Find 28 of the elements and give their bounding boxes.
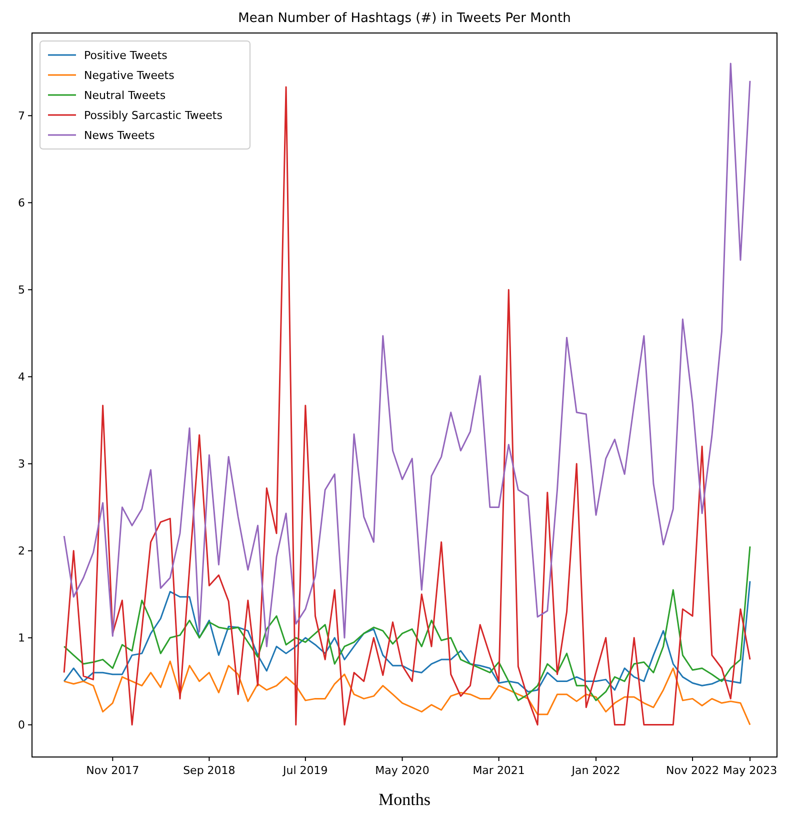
x-tick-label: May 2023 xyxy=(722,764,778,777)
legend-label: Positive Tweets xyxy=(84,48,168,62)
y-tick-label: 3 xyxy=(18,458,25,471)
legend-label: News Tweets xyxy=(84,128,155,142)
line-series xyxy=(63,660,751,726)
line-series xyxy=(63,86,751,726)
y-tick-label: 7 xyxy=(18,110,25,123)
y-tick-label: 2 xyxy=(18,544,25,558)
x-tick-label: Nov 2022 xyxy=(666,764,720,777)
line-series xyxy=(63,580,751,692)
y-tick-label: 6 xyxy=(18,196,25,210)
x-tick-label: Mar 2021 xyxy=(472,764,525,777)
line-series xyxy=(63,546,751,702)
legend-label: Negative Tweets xyxy=(84,68,175,82)
legend-label: Neutral Tweets xyxy=(84,88,166,102)
legend-label: Possibly Sarcastic Tweets xyxy=(84,108,223,122)
x-tick-label: Jan 2022 xyxy=(570,764,620,777)
chart-title: Mean Number of Hashtags (#) in Tweets Per Month xyxy=(238,11,571,26)
x-tick-label: Jul 2019 xyxy=(282,764,328,777)
x-tick-label: Sep 2018 xyxy=(183,764,236,777)
y-tick-label: 5 xyxy=(18,284,25,297)
y-tick-label: 1 xyxy=(18,632,25,645)
y-tick-label: 4 xyxy=(18,370,25,384)
x-tick-label: Nov 2017 xyxy=(86,764,140,777)
x-tick-label: May 2020 xyxy=(375,764,430,777)
y-tick-label: 0 xyxy=(18,718,25,732)
x-axis-title: Months xyxy=(378,790,430,809)
line-series xyxy=(63,62,751,648)
